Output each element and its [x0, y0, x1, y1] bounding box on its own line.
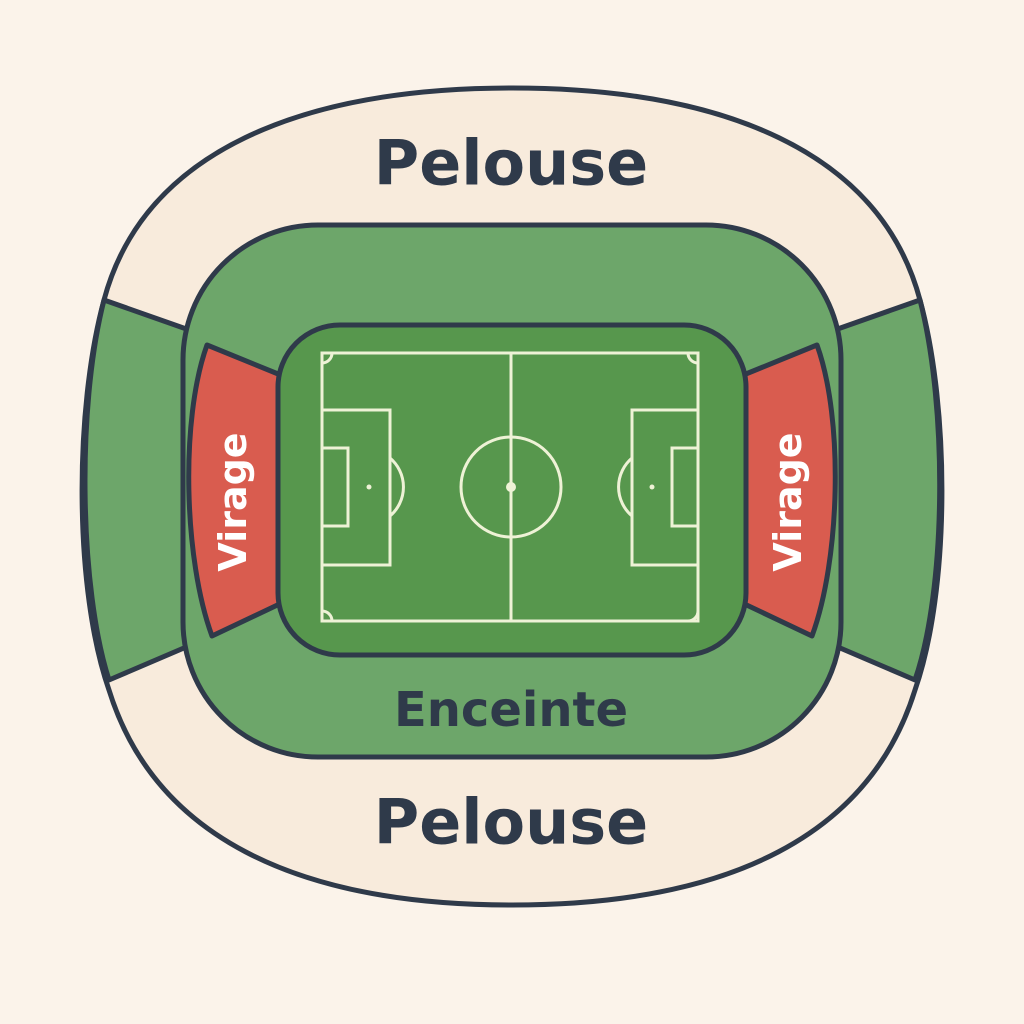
side-stand-right[interactable]	[809, 297, 943, 683]
corner-arc-bottom-left	[321, 609, 334, 622]
virage-right-zone[interactable]	[733, 342, 838, 639]
virage-left-label: Virage	[211, 432, 255, 571]
right-penalty-arc	[617, 456, 633, 518]
left-goal-box	[320, 446, 350, 528]
corner-arc-top-right	[686, 352, 699, 365]
pitch-markings	[320, 351, 700, 623]
virage-right-label: Virage	[766, 432, 810, 571]
pelouse-bottom-label: Pelouse	[374, 786, 648, 859]
enceinte-label: Enceinte	[394, 682, 628, 738]
corner-arc-bottom-right	[687, 610, 700, 623]
left-penalty-arc	[389, 456, 405, 518]
pelouse-top-label: Pelouse	[374, 127, 648, 200]
left-penalty-spot	[366, 484, 372, 490]
virage-left-zone[interactable]	[186, 342, 291, 639]
center-spot	[506, 482, 516, 492]
center-circle	[459, 435, 563, 539]
corner-arc-top-left	[321, 352, 334, 365]
right-penalty-spot	[649, 484, 655, 490]
side-stand-left[interactable]	[82, 297, 215, 683]
right-goal-box	[670, 446, 700, 528]
